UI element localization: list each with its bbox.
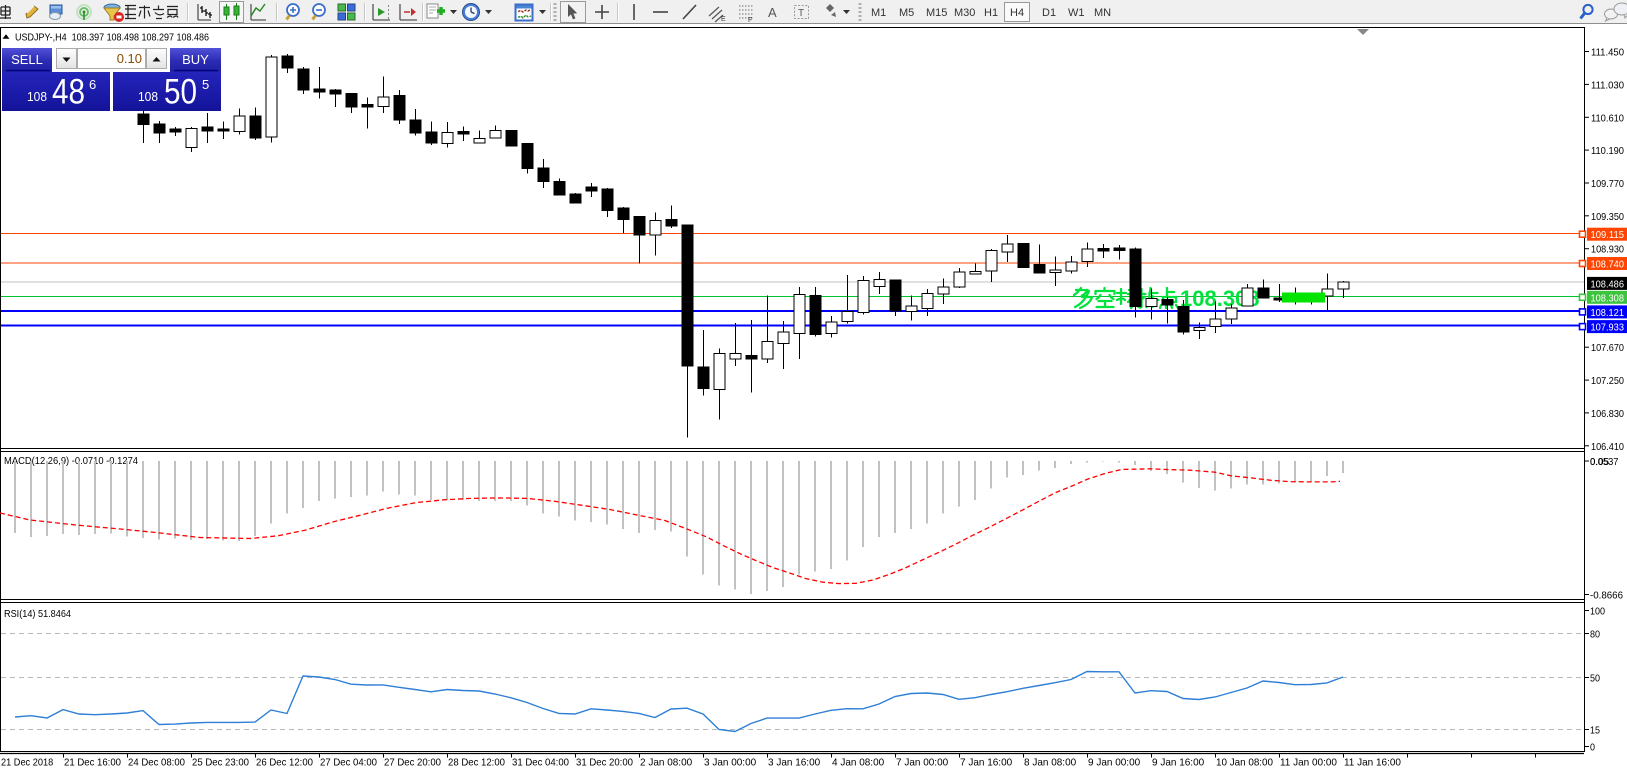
svg-text:50: 50: [164, 73, 197, 112]
svg-text:108: 108: [138, 89, 158, 104]
svg-text:109.350: 109.350: [1591, 211, 1624, 223]
svg-text:USDJPY-,H4 108.397 108.498 10: USDJPY-,H4 108.397 108.498 108.297 108.4…: [15, 33, 209, 44]
svg-text:H4: H4: [1010, 7, 1024, 19]
svg-text:8 Jan 08:00: 8 Jan 08:00: [1024, 757, 1076, 768]
svg-text:11 Jan 00:00: 11 Jan 00:00: [1280, 757, 1337, 768]
svg-text:31 Dec 20:00: 31 Dec 20:00: [576, 757, 633, 768]
svg-text:7 Jan 00:00: 7 Jan 00:00: [896, 757, 948, 768]
svg-text:28 Dec 12:00: 28 Dec 12:00: [448, 757, 505, 768]
svg-text:108.930: 108.930: [1591, 244, 1624, 256]
svg-text:108.740: 108.740: [1591, 259, 1625, 271]
svg-text:109.770: 109.770: [1591, 178, 1624, 190]
svg-text:27 Dec 20:00: 27 Dec 20:00: [384, 757, 441, 768]
svg-text:MN: MN: [1094, 7, 1111, 19]
svg-text:F: F: [748, 17, 752, 24]
svg-text:3 Jan 00:00: 3 Jan 00:00: [704, 757, 756, 768]
svg-text:21 Dec 2018: 21 Dec 2018: [1, 757, 53, 768]
svg-text:107.250: 107.250: [1591, 375, 1624, 387]
svg-text:9 Jan 00:00: 9 Jan 00:00: [1088, 757, 1140, 768]
svg-text:0: 0: [1590, 742, 1595, 754]
svg-text:2 Jan 08:00: 2 Jan 08:00: [640, 757, 692, 768]
svg-text:27 Dec 04:00: 27 Dec 04:00: [320, 757, 377, 768]
svg-text:T: T: [798, 8, 804, 19]
svg-text:111.450: 111.450: [1591, 47, 1624, 59]
svg-text:5: 5: [202, 77, 209, 92]
svg-text:110.190: 110.190: [1591, 145, 1624, 157]
svg-text:M15: M15: [926, 7, 947, 19]
svg-text:80: 80: [1590, 629, 1600, 641]
svg-text:9 Jan 16:00: 9 Jan 16:00: [1152, 757, 1204, 768]
svg-text:100: 100: [1590, 606, 1605, 618]
svg-text:24 Dec 08:00: 24 Dec 08:00: [128, 757, 185, 768]
svg-text:E: E: [721, 16, 726, 23]
svg-text:7 Jan 16:00: 7 Jan 16:00: [960, 757, 1012, 768]
svg-text:108.121: 108.121: [1591, 307, 1625, 319]
svg-text:107.933: 107.933: [1591, 322, 1625, 334]
svg-text:108: 108: [27, 89, 47, 104]
svg-text:M1: M1: [871, 7, 886, 19]
svg-text:4 Jan 08:00: 4 Jan 08:00: [832, 757, 884, 768]
svg-text:MACD(12,26,9) -0.0710 -0.1274: MACD(12,26,9) -0.0710 -0.1274: [4, 455, 138, 467]
svg-text:25 Dec 23:00: 25 Dec 23:00: [192, 757, 249, 768]
svg-text:A: A: [768, 5, 777, 20]
svg-text:RSI(14) 51.8464: RSI(14) 51.8464: [4, 608, 71, 620]
svg-text:50: 50: [1590, 673, 1600, 685]
svg-text:21 Dec 16:00: 21 Dec 16:00: [64, 757, 121, 768]
svg-text:H1: H1: [984, 7, 998, 19]
svg-text:108.486: 108.486: [1591, 278, 1625, 290]
svg-text:108.308: 108.308: [1591, 292, 1625, 304]
svg-text:D1: D1: [1042, 7, 1056, 19]
svg-text:31 Dec 04:00: 31 Dec 04:00: [512, 757, 569, 768]
svg-text:3 Jan 16:00: 3 Jan 16:00: [768, 757, 820, 768]
svg-text:-0.8666: -0.8666: [1590, 590, 1623, 602]
svg-text:10 Jan 08:00: 10 Jan 08:00: [1216, 757, 1273, 768]
svg-text:26 Dec 12:00: 26 Dec 12:00: [256, 757, 313, 768]
svg-text:0.0537: 0.0537: [1590, 456, 1619, 468]
svg-text:48: 48: [52, 73, 85, 112]
svg-text:110.610: 110.610: [1591, 112, 1624, 124]
svg-text:M30: M30: [954, 7, 975, 19]
svg-text:M5: M5: [899, 7, 914, 19]
svg-text:111.030: 111.030: [1591, 79, 1624, 91]
svg-text:106.410: 106.410: [1591, 441, 1624, 453]
svg-text:0.05: 0.05: [1590, 456, 1609, 468]
svg-text:109.115: 109.115: [1591, 229, 1625, 241]
svg-text:107.670: 107.670: [1591, 342, 1624, 354]
svg-text:106.830: 106.830: [1591, 408, 1624, 420]
svg-text:6: 6: [89, 77, 96, 92]
svg-text:15: 15: [1590, 725, 1600, 737]
svg-text:11 Jan 16:00: 11 Jan 16:00: [1344, 757, 1401, 768]
svg-text:W1: W1: [1068, 7, 1085, 19]
